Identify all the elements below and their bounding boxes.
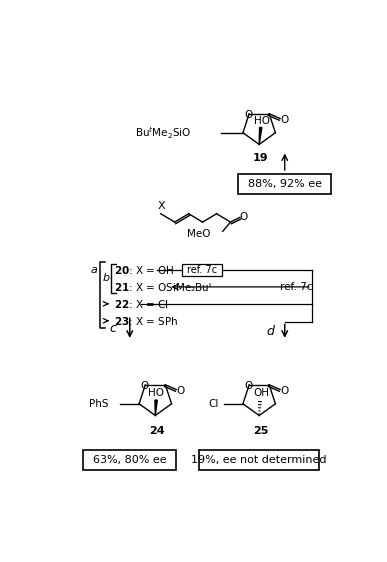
Text: $\mathbf{21}$: X = OSiMe₂Buᵗ: $\mathbf{21}$: X = OSiMe₂Buᵗ (114, 281, 213, 293)
Text: O: O (244, 382, 252, 391)
Text: O: O (281, 115, 289, 125)
Text: 88%, 92% ee: 88%, 92% ee (248, 179, 322, 189)
Text: O: O (177, 386, 185, 396)
Bar (83, 450, 176, 470)
Text: b: b (102, 274, 109, 283)
Text: ref. 7c: ref. 7c (187, 265, 217, 275)
Text: HO: HO (254, 116, 270, 126)
Polygon shape (155, 400, 157, 415)
Text: 63%, 80% ee: 63%, 80% ee (93, 455, 166, 465)
Text: c: c (109, 321, 116, 334)
Text: 19%, ee not determined: 19%, ee not determined (192, 455, 327, 465)
Bar (238, 174, 331, 194)
Text: $\mathbf{22}$: X = Cl: $\mathbf{22}$: X = Cl (114, 298, 169, 310)
Text: O: O (281, 386, 289, 396)
Text: 19: 19 (253, 153, 269, 164)
Text: 24: 24 (149, 426, 165, 436)
Text: 25: 25 (253, 426, 269, 436)
Text: MeO: MeO (187, 229, 211, 239)
Text: a: a (91, 265, 98, 275)
Text: d: d (267, 325, 275, 338)
Text: O: O (140, 382, 149, 391)
Text: Bu$^t$Me$_2$SiO: Bu$^t$Me$_2$SiO (135, 125, 192, 140)
Bar (182, 264, 222, 276)
Text: Cl: Cl (209, 399, 219, 409)
Text: O: O (244, 110, 252, 120)
Text: $\mathbf{20}$: X = OH: $\mathbf{20}$: X = OH (114, 264, 175, 276)
Text: OH: OH (253, 388, 269, 398)
Polygon shape (259, 128, 262, 144)
Text: HO: HO (148, 388, 164, 398)
Text: PhS: PhS (89, 399, 109, 409)
Text: X: X (158, 201, 165, 211)
Text: O: O (240, 212, 248, 223)
Text: $\mathbf{23}$: X = SPh: $\mathbf{23}$: X = SPh (114, 315, 178, 327)
Text: ref. 7c: ref. 7c (280, 282, 313, 292)
Bar (199, 450, 319, 470)
